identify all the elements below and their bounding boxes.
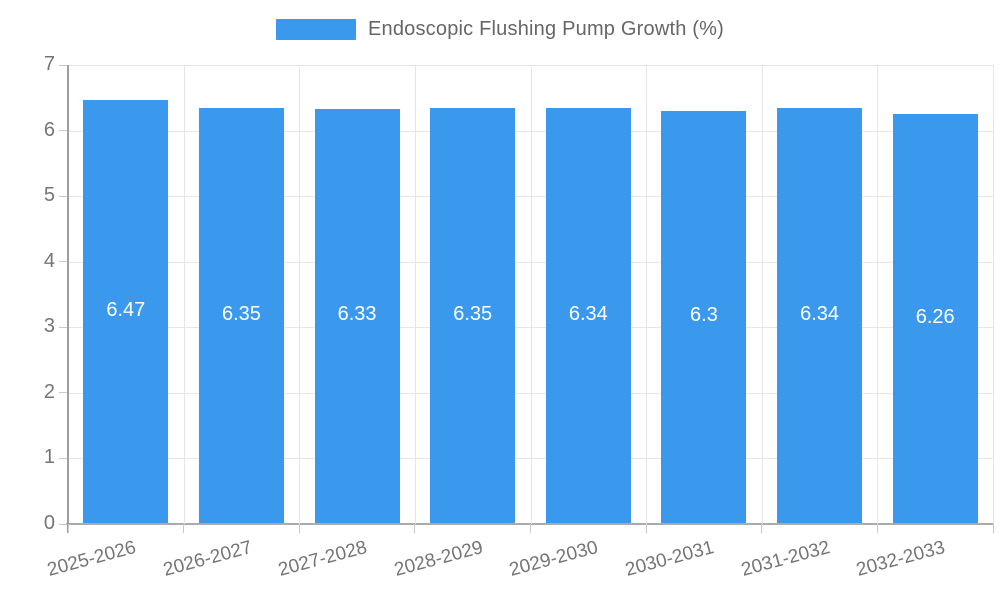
x-tick-label: 2028-2029 <box>391 537 486 581</box>
bar[interactable] <box>430 107 516 523</box>
y-tick-label: 6 <box>43 118 55 141</box>
bar-value-label: 6.47 <box>106 298 146 321</box>
gridline-vertical <box>530 65 532 524</box>
x-tick-label: 2032-2033 <box>854 537 948 581</box>
y-tick-label: 4 <box>43 249 55 272</box>
gridline-vertical <box>414 65 416 524</box>
x-axis-tick <box>414 524 416 533</box>
gridline-vertical <box>646 65 648 524</box>
bar-value-label: 6.3 <box>690 304 718 327</box>
bar[interactable] <box>777 108 863 523</box>
y-axis-tick <box>59 326 68 328</box>
y-axis-tick <box>59 195 68 197</box>
bar-value-label: 6.34 <box>800 303 840 326</box>
bar-value-label: 6.33 <box>337 303 377 326</box>
x-axis-tick <box>183 524 185 533</box>
x-tick-label: 2025-2026 <box>45 537 139 581</box>
bar[interactable] <box>892 113 978 523</box>
x-tick-label: 2030-2031 <box>623 537 717 581</box>
bar[interactable] <box>314 108 400 523</box>
x-axis-tick <box>992 524 994 533</box>
y-tick-label: 3 <box>43 315 55 338</box>
x-axis-tick <box>761 524 763 533</box>
x-axis-tick <box>530 524 531 533</box>
bar-value-label: 6.26 <box>915 305 955 328</box>
x-tick-label: 2026-2027 <box>160 537 254 581</box>
y-axis-tick <box>59 392 68 394</box>
bar[interactable] <box>545 108 631 523</box>
x-tick-label: 2031-2032 <box>738 537 832 581</box>
gridline-vertical <box>299 65 301 524</box>
bar-value-label: 6.35 <box>453 302 493 325</box>
y-axis-tick <box>59 261 68 263</box>
bar-value-label: 6.35 <box>221 302 261 325</box>
y-tick-label: 1 <box>43 446 55 469</box>
legend-swatch-icon <box>275 19 356 40</box>
legend-label: Endoscopic Flushing Pump Growth (%) <box>367 18 725 40</box>
x-axis-tick <box>298 524 300 533</box>
y-tick-label: 7 <box>43 53 55 75</box>
y-tick-label: 0 <box>43 512 55 534</box>
y-axis-line <box>67 65 69 533</box>
y-axis-tick <box>59 523 68 525</box>
bar[interactable] <box>661 110 747 523</box>
bar[interactable] <box>198 107 284 523</box>
y-axis-tick <box>59 130 68 132</box>
gridline-vertical <box>183 65 185 524</box>
y-axis-tick <box>59 457 68 459</box>
bar-value-label: 6.34 <box>568 303 608 326</box>
x-axis-tick <box>645 524 647 533</box>
gridline-vertical <box>877 65 879 524</box>
chart-legend[interactable]: Endoscopic Flushing Pump Growth (%) <box>0 18 1000 41</box>
bar[interactable] <box>83 99 169 523</box>
y-axis-tick <box>59 64 68 66</box>
x-axis-tick <box>67 524 69 533</box>
y-tick-label: 5 <box>43 184 55 207</box>
gridline-vertical <box>761 65 763 524</box>
y-tick-label: 2 <box>43 380 55 403</box>
x-tick-label: 2029-2030 <box>507 537 601 581</box>
x-axis-tick <box>876 524 878 533</box>
gridline-vertical <box>993 65 994 524</box>
x-tick-label: 2027-2028 <box>276 537 370 581</box>
